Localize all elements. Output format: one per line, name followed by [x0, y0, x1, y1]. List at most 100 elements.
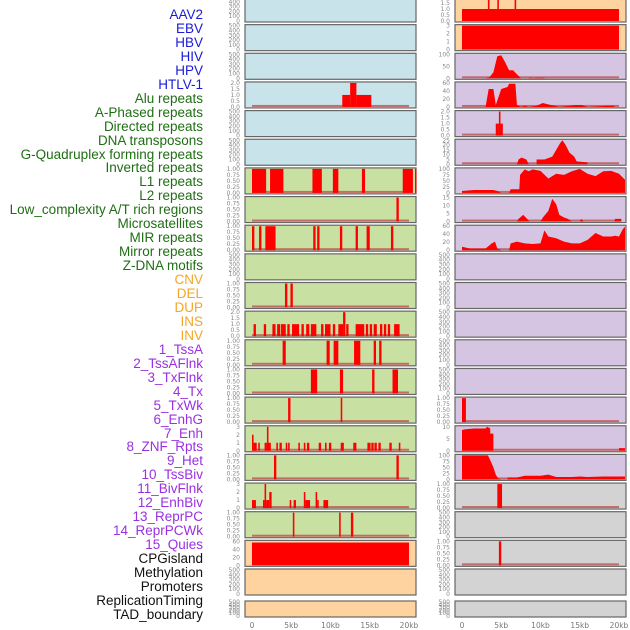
data-bar	[313, 226, 316, 251]
y-tick-label: 0.50	[437, 550, 451, 557]
data-bar	[514, 0, 517, 21]
track-label: 11_BivFlnk	[137, 481, 203, 497]
y-tick-label: 0.50	[227, 350, 241, 357]
data-bar	[343, 312, 346, 337]
x-tick-label: 15kb	[570, 621, 589, 630]
track-label: INV	[180, 327, 203, 343]
y-tick-label: 0	[446, 190, 450, 197]
y-tick-label: 400	[229, 113, 241, 120]
track-panel: 0.000.250.500.751.00	[227, 366, 417, 397]
y-tick-label: 0.00	[227, 362, 241, 369]
y-tick-label: 1.00	[227, 195, 241, 202]
track-panel: 0.000.250.500.751.00	[227, 452, 417, 483]
data-bar	[398, 442, 401, 451]
y-tick-label: 1.5	[440, 115, 450, 122]
panel-background	[244, 367, 417, 396]
y-tick-label: 0	[446, 161, 450, 168]
y-tick-label: 0	[446, 448, 450, 455]
y-tick-label: 1.00	[227, 510, 241, 517]
track-label: 15_Quies	[145, 537, 203, 553]
baseline-band	[462, 76, 619, 79]
y-tick-label: 300	[229, 118, 241, 125]
baseline-band	[462, 448, 619, 451]
y-tick-label: 0.00	[227, 305, 241, 312]
data-bar	[396, 197, 399, 222]
track-panel: 0.000.250.500.751.00	[227, 338, 417, 369]
y-tick-label: 25	[442, 184, 450, 191]
data-bar	[273, 455, 277, 480]
y-tick-label: 500	[439, 252, 451, 259]
panel-background	[244, 281, 417, 310]
track-panel: 0.00.51.01.52.0	[230, 309, 417, 340]
track-label: HPV	[175, 62, 203, 78]
y-tick-label: 40	[442, 88, 450, 95]
y-tick-label: 1.00	[227, 338, 241, 345]
y-tick-label: 0.75	[227, 372, 241, 379]
data-bar	[495, 123, 499, 136]
panel-background	[454, 281, 627, 310]
y-tick-label: 1	[236, 497, 240, 504]
track-label: 1_TssA	[158, 341, 203, 357]
baseline-band	[252, 420, 409, 423]
panel-background	[454, 109, 627, 138]
y-tick-label: 200	[229, 581, 241, 588]
y-tick-label: 300	[439, 577, 451, 584]
data-bar	[409, 168, 413, 193]
panel-background	[244, 0, 417, 23]
y-tick-label: 15	[442, 147, 450, 154]
track-label: Directed repeats	[103, 118, 203, 134]
data-bar	[355, 324, 365, 337]
y-tick-label: 100	[439, 166, 451, 173]
track-label: Low_complexity A/T rich regions	[9, 202, 203, 218]
data-bar	[265, 226, 276, 251]
data-bar	[252, 500, 256, 509]
data-bar	[303, 442, 306, 451]
y-tick-label: 1.0	[440, 121, 450, 128]
data-bar	[315, 492, 318, 509]
y-tick-label: 400	[439, 371, 451, 378]
y-tick-label: 100	[439, 271, 451, 278]
y-tick-label: 500	[229, 0, 241, 1]
y-tick-label: 0.00	[227, 390, 241, 397]
y-tick-label: 0.50	[437, 493, 451, 500]
y-tick-label: 500	[229, 137, 241, 144]
y-tick-label: 50	[442, 63, 450, 70]
data-bar	[372, 369, 375, 394]
panel-background	[244, 453, 417, 481]
y-tick-label: 0.25	[227, 384, 241, 391]
y-tick-label: 100	[439, 529, 451, 536]
y-tick-label: 500	[439, 567, 451, 574]
y-tick-label: 400	[439, 314, 451, 321]
y-tick-label: 0.75	[227, 287, 241, 294]
y-tick-label: 60	[442, 80, 450, 87]
y-tick-label: 500	[229, 109, 241, 116]
y-tick-label: 0.25	[227, 241, 241, 248]
y-tick-label: 500	[229, 51, 241, 58]
y-tick-label: 100	[229, 156, 241, 163]
track-label: L2 repeats	[139, 188, 203, 204]
x-tick-label: 20kb	[400, 621, 419, 630]
y-tick-label: 2	[236, 489, 240, 496]
y-tick-label: 200	[439, 324, 451, 331]
y-tick-label: 0.0	[230, 333, 240, 340]
data-bar	[379, 324, 383, 337]
y-tick-label: 400	[439, 572, 451, 579]
track-label: 3_TxFlnk	[147, 369, 203, 385]
track-panel: 0.000.250.500.751.00	[227, 281, 417, 312]
panel-background	[454, 396, 627, 424]
data-bar	[266, 426, 269, 451]
y-tick-label: 0	[446, 219, 450, 226]
track-label: CPGisland	[138, 551, 203, 567]
panel-background	[454, 310, 627, 338]
y-tick-label: 400	[229, 0, 241, 6]
baseline-band	[252, 362, 409, 365]
data-bar	[262, 500, 265, 509]
panel-background	[454, 539, 627, 567]
y-tick-label: 200	[229, 37, 241, 44]
y-tick-label: 200	[439, 266, 451, 273]
y-tick-label: 0.25	[227, 528, 241, 535]
